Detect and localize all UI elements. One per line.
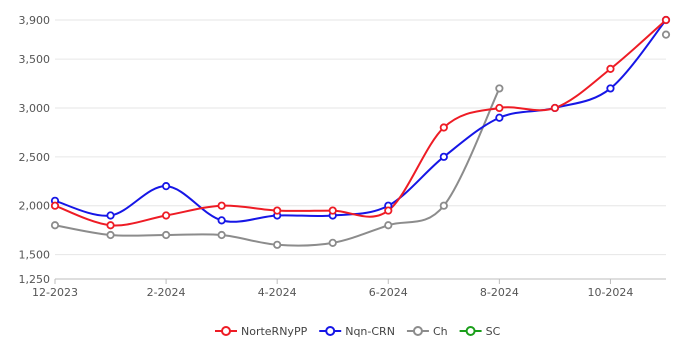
data-point-norternypp[interactable] (161, 211, 171, 220)
x-tick-label: 8-2024 (480, 286, 519, 299)
y-tick-label: 3,500 (19, 53, 51, 66)
data-point-norternypp[interactable] (661, 15, 671, 25)
x-axis-ticks: 12-2023 2-2024 4-2024 6-2024 8-2024 10-2024 (32, 279, 633, 299)
legend-swatch-marker (325, 326, 336, 336)
x-tick-label: 2-2024 (147, 286, 186, 299)
data-point-norternypp[interactable] (495, 103, 504, 113)
y-tick-label: 3,000 (19, 102, 51, 115)
x-tick-label: 6-2024 (369, 286, 408, 299)
legend: NorteRNyPP Nqn-CRN Ch SC (215, 325, 501, 338)
data-point-norternypp[interactable] (273, 206, 282, 215)
data-point-ch[interactable] (495, 84, 504, 93)
data-point-ch[interactable] (106, 230, 115, 240)
data-point-ch[interactable] (161, 230, 171, 240)
gridlines (55, 19, 666, 256)
data-point-ch[interactable] (50, 221, 60, 230)
data-point-norternypp[interactable] (550, 103, 560, 113)
data-point-norternypp[interactable] (606, 64, 615, 73)
legend-swatch-marker (221, 326, 231, 336)
series-line-nqn-crn (54, 19, 667, 223)
data-point-ch[interactable] (439, 201, 448, 210)
legend-label: Ch (433, 325, 448, 338)
data-point-nqn-crn[interactable] (495, 113, 504, 122)
data-point-ch[interactable] (384, 221, 393, 230)
data-point-nqn-crn[interactable] (217, 216, 226, 225)
legend-item-ch[interactable]: Ch (406, 325, 448, 338)
data-point-nqn-crn[interactable] (161, 182, 171, 191)
y-tick-label: 1,250 (19, 273, 51, 286)
data-point-nqn-crn[interactable] (606, 84, 615, 93)
y-tick-label: 1,500 (19, 249, 51, 262)
legend-label: NorteRNyPP (241, 325, 308, 338)
y-axis-ticks: 1,250 1,500 2,000 2,500 3,000 3,500 3,900 (19, 14, 51, 286)
legend-label: SC (486, 325, 501, 338)
data-point-norternypp[interactable] (439, 123, 448, 132)
legend-swatch-marker (412, 326, 423, 336)
legend-label: Nqn-CRN (345, 325, 395, 338)
data-point-norternypp[interactable] (328, 206, 337, 215)
legend-item-nqn-crn[interactable]: Nqn-CRN (319, 325, 395, 338)
data-point-norternypp[interactable] (217, 201, 226, 210)
y-tick-label: 2,500 (19, 151, 51, 164)
data-point-norternypp[interactable] (384, 206, 393, 215)
y-tick-label: 3,900 (19, 14, 51, 27)
x-tick-label: 4-2024 (258, 286, 297, 299)
data-point-nqn-crn[interactable] (439, 152, 448, 161)
data-point-ch[interactable] (273, 240, 282, 249)
legend-swatch-marker (465, 326, 476, 336)
data-point-ch[interactable] (328, 238, 337, 247)
legend-item-norternypp[interactable]: NorteRNyPP (215, 325, 308, 338)
series-lines (54, 19, 667, 247)
data-point-nqn-crn[interactable] (106, 211, 115, 220)
y-tick-label: 2,000 (19, 200, 51, 213)
data-point-norternypp[interactable] (50, 201, 60, 210)
legend-item-sc[interactable]: SC (459, 325, 501, 338)
data-point-norternypp[interactable] (106, 221, 115, 230)
x-tick-label: 12-2023 (32, 286, 78, 299)
data-point-ch[interactable] (217, 230, 226, 240)
data-point-ch[interactable] (661, 30, 671, 39)
x-tick-label: 10-2024 (587, 286, 633, 299)
series-points (50, 15, 671, 249)
